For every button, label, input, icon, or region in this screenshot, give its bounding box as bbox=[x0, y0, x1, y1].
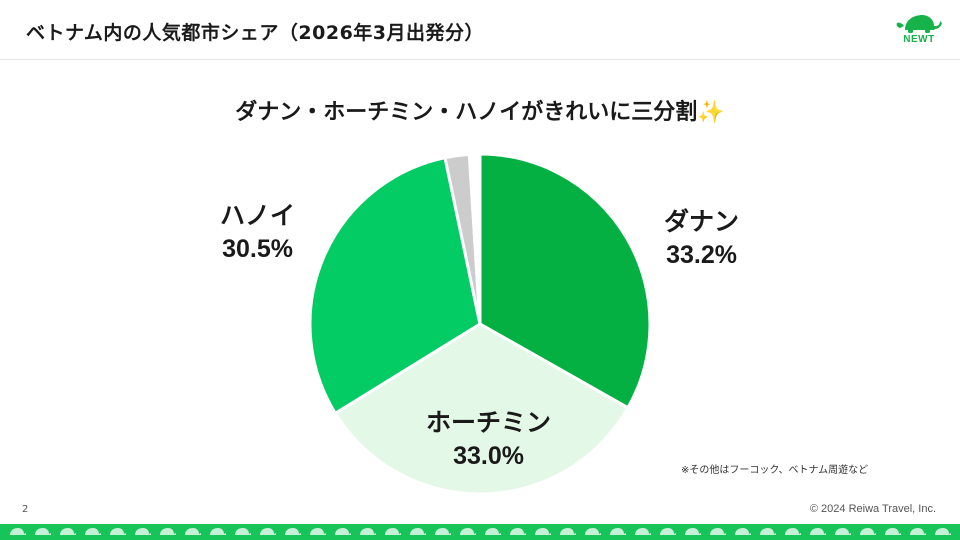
band-turtle-icon bbox=[260, 528, 276, 535]
subtitle-text: ダナン・ホーチミン・ハノイがきれいに三分割 bbox=[235, 100, 698, 125]
pie-slice-1 bbox=[333, 322, 630, 496]
band-turtle-icon bbox=[360, 528, 376, 535]
band-turtle-icon bbox=[810, 528, 826, 535]
turtle-icon bbox=[896, 15, 942, 33]
page-number: 2 bbox=[22, 504, 29, 515]
label-danang-name: ダナン bbox=[664, 207, 740, 236]
label-hanoi: ハノイ 30.5% bbox=[220, 200, 295, 265]
band-turtle-icon bbox=[635, 528, 651, 535]
chart-subtitle: ダナン・ホーチミン・ハノイがきれいに三分割✨ bbox=[0, 94, 960, 126]
band-turtle-icon bbox=[710, 528, 726, 535]
band-turtle-icon bbox=[85, 528, 101, 535]
label-hcmc: ホーチミン 33.0% bbox=[426, 407, 551, 472]
label-hcmc-name: ホーチミン bbox=[426, 408, 552, 437]
band-turtle-icon bbox=[610, 528, 626, 535]
slide-title: ベトナム内の人気都市シェア（2026年3月出発分） bbox=[26, 22, 485, 44]
band-turtle-icon bbox=[660, 528, 676, 535]
band-turtle-icon bbox=[235, 528, 251, 535]
band-turtle-icon bbox=[510, 528, 526, 535]
label-hcmc-value: 33.0% bbox=[453, 441, 524, 470]
band-turtle-icon bbox=[385, 528, 401, 535]
label-hanoi-value: 30.5% bbox=[222, 234, 293, 263]
pie-slice-0 bbox=[478, 152, 652, 410]
band-turtle-icon bbox=[135, 528, 151, 535]
band-turtle-icon bbox=[585, 528, 601, 535]
newt-logo: NEWT bbox=[896, 12, 942, 48]
band-turtle-icon bbox=[335, 528, 351, 535]
copyright: © 2024 Reiwa Travel, Inc. bbox=[809, 503, 936, 515]
band-turtle-icon bbox=[185, 528, 201, 535]
band-turtle-icon bbox=[560, 528, 576, 535]
band-turtle-icon bbox=[160, 528, 176, 535]
band-turtle-icon bbox=[835, 528, 851, 535]
footnote: ※その他はフーコック、ベトナム周遊など bbox=[681, 465, 869, 476]
band-turtle-icon bbox=[310, 528, 326, 535]
label-hanoi-name: ハノイ bbox=[220, 201, 296, 230]
band-turtle-icon bbox=[535, 528, 551, 535]
band-turtle-icon bbox=[860, 528, 876, 535]
label-danang: ダナン 33.2% bbox=[664, 206, 739, 271]
band-turtle-icon bbox=[760, 528, 776, 535]
band-turtle-icon bbox=[735, 528, 751, 535]
header-divider bbox=[0, 59, 960, 60]
logo-text: NEWT bbox=[903, 34, 935, 45]
pie-slice-4 bbox=[467, 152, 482, 326]
band-turtle-icon bbox=[910, 528, 926, 535]
sparkle-icon: ✨ bbox=[697, 100, 725, 125]
band-turtle-icon bbox=[110, 528, 126, 535]
band-turtle-icon bbox=[210, 528, 226, 535]
band-turtle-icon bbox=[435, 528, 451, 535]
band-turtle-icon bbox=[685, 528, 701, 535]
band-turtle-icon bbox=[935, 528, 951, 535]
band-turtle-icon bbox=[485, 528, 501, 535]
band-turtle-icon bbox=[460, 528, 476, 535]
footer-band bbox=[0, 524, 960, 540]
label-danang-value: 33.2% bbox=[666, 240, 737, 269]
band-turtle-icon bbox=[885, 528, 901, 535]
pie-slice-2 bbox=[308, 156, 482, 415]
band-turtle-icon bbox=[785, 528, 801, 535]
band-turtle-icon bbox=[10, 528, 26, 535]
band-turtle-icon bbox=[285, 528, 301, 535]
band-turtle-icon bbox=[35, 528, 51, 535]
band-turtle-icon bbox=[410, 528, 426, 535]
band-turtle-icon bbox=[60, 528, 76, 535]
